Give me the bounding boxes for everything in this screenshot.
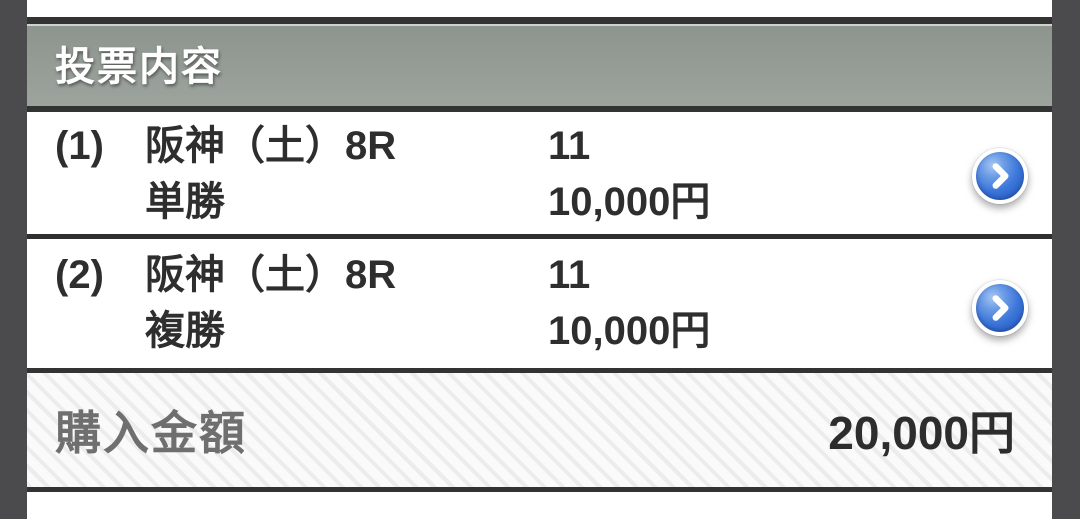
bet-main-info: 阪神（土）8R 複勝 [145,247,548,359]
chevron-right-icon [983,291,1017,325]
bet-type: 単勝 [145,180,225,224]
bet-detail-info: 11 10,000円 [548,118,710,230]
bet-row-1: (1) 阪神（土）8R 単勝 11 10,000円 [27,112,1052,239]
bet-selection: 11 [548,253,591,297]
total-amount: 20,000円 [828,407,1015,459]
bottom-spacer [27,492,1052,519]
bet-amount: 10,000円 [548,309,711,353]
bet-amount: 10,000円 [548,180,711,224]
bet-detail-info: 11 10,000円 [548,247,710,359]
bet-2-detail-button[interactable] [972,279,1028,336]
chevron-right-icon [983,159,1017,193]
bet-race: 阪神（土）8R [145,253,397,297]
section-header: 投票内容 [27,17,1052,112]
bet-type: 複勝 [145,309,225,353]
page-title: 投票内容 [55,45,223,89]
bet-main-info: 阪神（土）8R 単勝 [145,118,548,230]
total-row: 購入金額 20,000円 [27,368,1052,492]
bet-index: (2) [55,253,104,297]
bet-1-detail-button[interactable] [972,148,1028,204]
top-spacer [27,0,1052,17]
bet-index: (1) [55,124,104,168]
content-panel: 投票内容 (1) 阪神（土）8R 単勝 11 10,000円 (2) [27,0,1052,519]
bet-race: 阪神（土）8R [145,124,397,168]
bet-selection: 11 [548,124,591,168]
total-label: 購入金額 [55,407,247,459]
bet-row-2: (2) 阪神（土）8R 複勝 11 10,000円 [27,239,1052,368]
